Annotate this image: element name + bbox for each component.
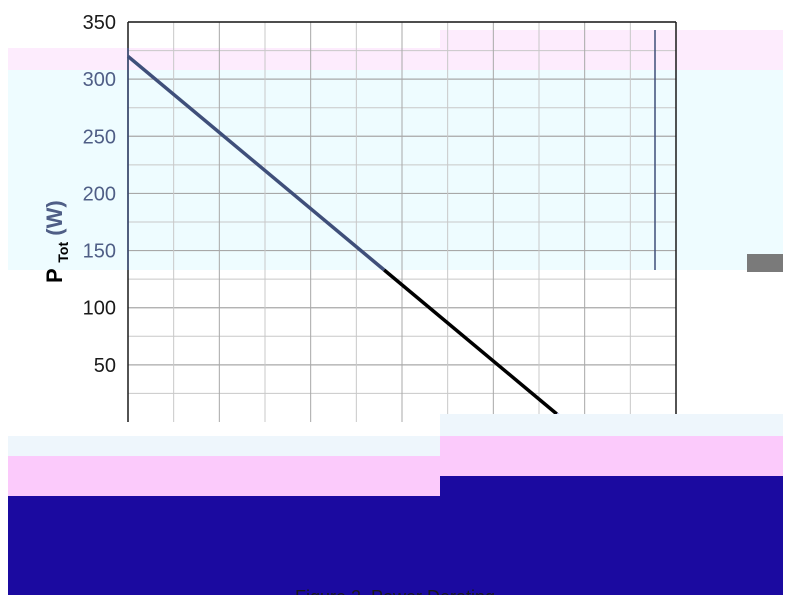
artifact-grey-block: [747, 254, 783, 272]
y-tick-label: 50: [94, 355, 116, 377]
artifact-top-right-strip: [440, 30, 783, 48]
artifact-upper-band: [8, 48, 783, 270]
y-tick-label: 100: [83, 298, 116, 320]
y-axis-title: P Tot (W): [42, 200, 73, 283]
y-axis-title-sub: Tot: [55, 242, 71, 263]
y-tick-label: 250: [83, 126, 116, 148]
y-tick-label: 300: [83, 69, 116, 91]
artifact-lower-pink-right: [440, 436, 783, 476]
y-tick-labels: 50 100 150 200 250 300 350: [83, 12, 116, 377]
artifact-lower-navy-right: [440, 476, 783, 496]
artifact-lower-pink: [8, 456, 440, 496]
y-axis-title-main: P: [42, 269, 67, 283]
artifact-lower-light: [8, 436, 440, 456]
axes: [127, 21, 677, 422]
y-tick-label: 200: [83, 183, 116, 205]
artifact-lower-navy: [8, 496, 783, 595]
y-axis-title-unit: (W): [42, 200, 67, 235]
figure-caption: Figure 2. Power Derating: [295, 587, 495, 595]
artifact-lower-lightstrip: [440, 414, 783, 436]
y-tick-label: 350: [83, 12, 116, 34]
series-line-segment: [383, 268, 558, 416]
artifact-upper-strip: [8, 48, 783, 70]
y-tick-label: 150: [83, 241, 116, 263]
series-line-segment: [126, 54, 386, 272]
